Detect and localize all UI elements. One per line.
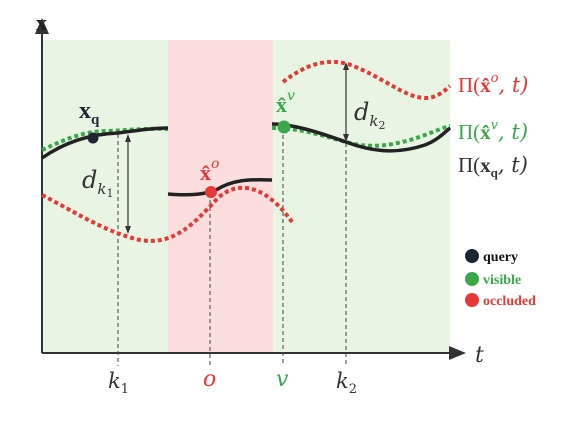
d2-arrow-head-top	[343, 62, 349, 70]
occluded-point	[205, 186, 217, 198]
legend-marker-occluded	[465, 293, 479, 307]
d1-arrow-head-top	[125, 134, 131, 142]
tick-k1: k1	[108, 369, 129, 397]
visible-point-label: x̂v	[276, 88, 295, 117]
legend-label-query: query	[483, 250, 518, 265]
d2-arrow-head-bottom	[343, 134, 349, 142]
query-point	[87, 132, 99, 144]
legend-label-visible: visible	[483, 273, 521, 288]
tick-k2: k2	[336, 369, 357, 397]
query-curve-left	[41, 126, 169, 160]
legend: query visible occluded	[465, 249, 536, 309]
legend-marker-visible	[465, 272, 479, 286]
occluded-pred-curve-right	[281, 59, 452, 101]
visible-pred-curve-right	[271, 124, 451, 148]
axes	[35, 18, 466, 360]
d1-arrow-head-bottom	[125, 226, 131, 234]
x-axis-label: t	[475, 343, 484, 368]
curve-label-visible: Π(x̂v, t)	[458, 118, 528, 144]
visible-point	[277, 120, 291, 134]
legend-label-occluded: occluded	[483, 294, 536, 309]
tick-o: o	[203, 367, 216, 392]
guide-lines	[117, 128, 347, 366]
tick-v: v	[276, 367, 289, 392]
visible-region-left	[42, 40, 168, 353]
x-axis-arrow	[449, 346, 466, 360]
d2-label: dk2	[354, 98, 385, 132]
legend-marker-query	[465, 249, 479, 263]
occluded-point-label: x̂o	[200, 156, 219, 185]
visible-pred-curve-left	[41, 126, 169, 152]
d1-label: dk1	[82, 166, 113, 200]
visible-region-right	[273, 40, 450, 353]
distance-arrows	[125, 62, 349, 234]
curve-label-occluded: Π(x̂o, t)	[458, 71, 528, 97]
query-curve-right	[271, 122, 452, 153]
query-point-label: xq	[79, 98, 100, 128]
y-axis-label: x	[36, 10, 47, 35]
curve-label-query: Π(xq, t)	[458, 153, 528, 180]
occluded-pred-curve-left	[41, 185, 294, 243]
y-axis-arrow	[35, 18, 49, 34]
